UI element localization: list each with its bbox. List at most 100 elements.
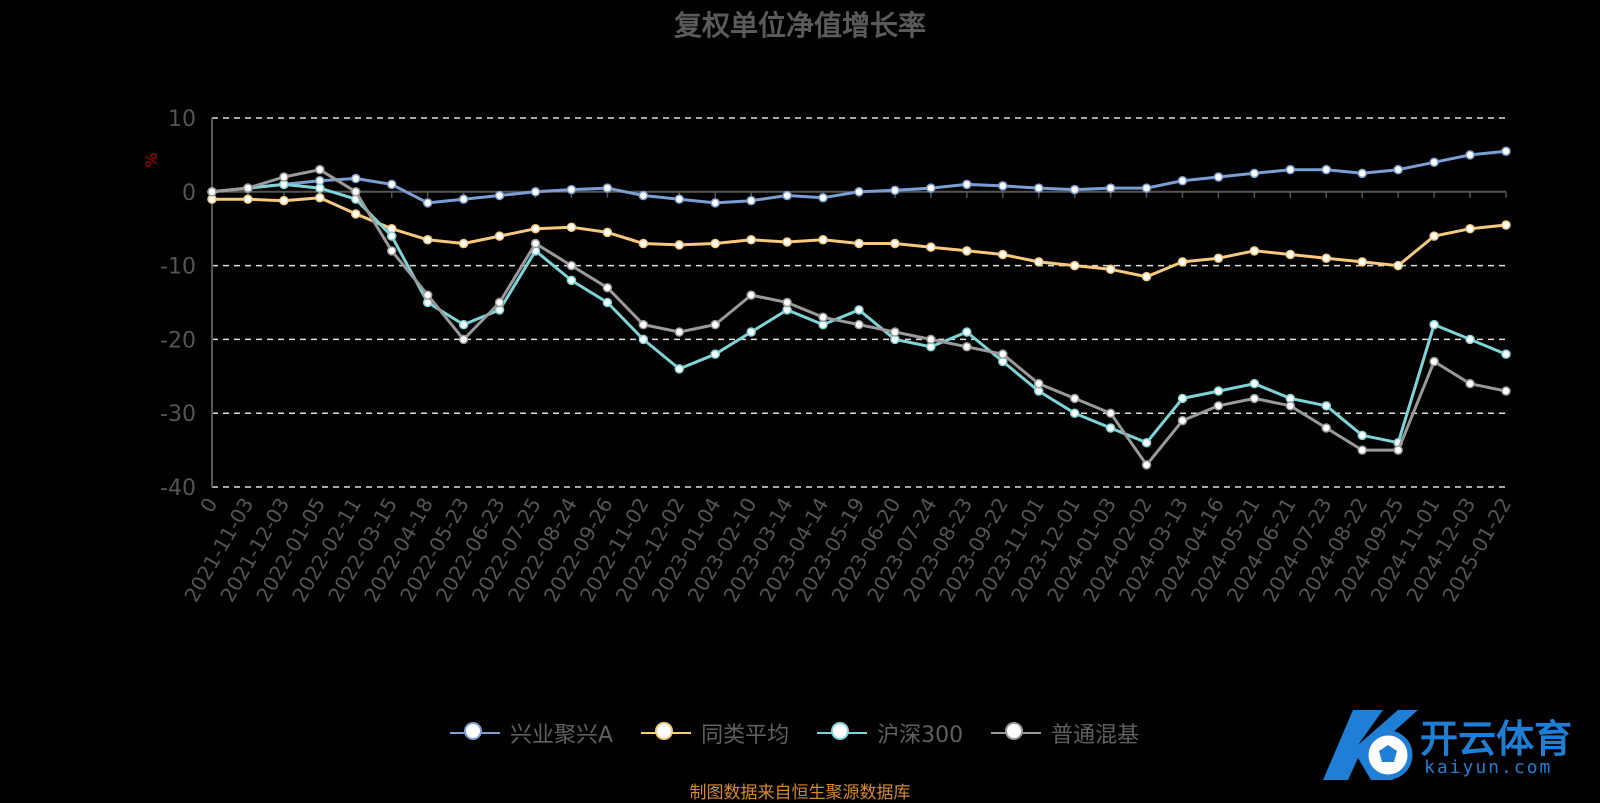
data-point xyxy=(422,198,433,208)
data-point xyxy=(998,181,1008,191)
data-point xyxy=(782,190,792,201)
data-point xyxy=(386,179,397,190)
data-point xyxy=(1033,378,1044,389)
data-point xyxy=(854,238,864,249)
kaiyun-logo-icon xyxy=(1323,710,1418,780)
data-point xyxy=(1357,430,1367,441)
data-point xyxy=(458,238,469,249)
data-point xyxy=(315,164,325,175)
watermark-domain: kaiyun.com xyxy=(1424,757,1553,778)
data-point xyxy=(1105,264,1116,275)
legend-item-xingye[interactable]: 兴业聚兴A xyxy=(450,717,613,749)
data-point xyxy=(422,235,433,245)
data-point xyxy=(315,192,325,203)
data-point xyxy=(710,349,720,359)
data-point xyxy=(458,319,469,330)
data-point xyxy=(207,187,217,197)
data-point xyxy=(494,231,505,241)
data-point xyxy=(1213,386,1224,396)
data-point xyxy=(818,192,828,203)
y-tick-label: 0 xyxy=(182,181,196,206)
data-point xyxy=(279,172,289,182)
data-point xyxy=(386,231,397,241)
data-point xyxy=(638,319,649,330)
data-point xyxy=(1465,334,1475,345)
data-point xyxy=(530,223,541,234)
data-point xyxy=(1177,393,1188,404)
legend-swatch-icon xyxy=(817,721,868,745)
data-point xyxy=(746,290,756,300)
data-point xyxy=(422,290,433,300)
y-tick-label: -20 xyxy=(160,328,196,353)
data-point xyxy=(602,297,613,308)
data-point xyxy=(494,190,505,201)
legend-label: 兴业聚兴A xyxy=(510,723,614,748)
data-point xyxy=(1321,423,1332,433)
data-point xyxy=(494,297,505,308)
data-point xyxy=(1465,378,1475,389)
data-point xyxy=(710,238,720,249)
legend-item-peer-average[interactable]: 同类平均 xyxy=(641,717,789,749)
data-point xyxy=(1465,150,1475,160)
data-point xyxy=(279,195,289,206)
data-point xyxy=(351,187,361,197)
data-point xyxy=(602,282,613,293)
data-point xyxy=(530,238,541,249)
data-point xyxy=(1105,408,1116,418)
data-point xyxy=(1069,184,1080,195)
data-point xyxy=(1501,220,1511,230)
data-point xyxy=(1429,231,1439,241)
data-point xyxy=(746,235,756,245)
legend-swatch-icon xyxy=(450,721,500,745)
data-point xyxy=(1321,253,1332,263)
data-point xyxy=(962,246,972,256)
legend-item-csi300[interactable]: 沪深300 xyxy=(817,717,963,749)
data-point xyxy=(530,187,541,197)
legend-item-mixed-fund[interactable]: 普通混基 xyxy=(991,717,1139,749)
data-point xyxy=(386,246,397,256)
data-point xyxy=(854,305,864,315)
data-point xyxy=(962,342,972,352)
data-point xyxy=(638,190,649,201)
data-point xyxy=(710,319,720,330)
data-point xyxy=(926,334,936,345)
data-point xyxy=(1465,223,1475,234)
data-point xyxy=(1393,164,1403,175)
watermark-brand: 开云体育 xyxy=(1420,717,1573,761)
data-point xyxy=(566,222,577,232)
data-point xyxy=(782,237,792,247)
data-point xyxy=(1033,183,1044,193)
data-point xyxy=(674,240,685,250)
data-point xyxy=(1213,253,1224,263)
data-point xyxy=(818,235,828,245)
data-point xyxy=(710,198,720,208)
data-point xyxy=(674,194,685,204)
data-point xyxy=(1177,257,1188,267)
y-tick-label: -40 xyxy=(160,476,196,501)
data-point xyxy=(1393,260,1403,271)
data-point xyxy=(638,238,649,249)
data-point xyxy=(1429,319,1439,330)
data-point xyxy=(602,183,613,193)
data-point xyxy=(1285,401,1296,411)
data-point xyxy=(926,183,936,193)
data-point xyxy=(1213,172,1224,182)
data-point xyxy=(1249,393,1260,404)
data-point xyxy=(1141,460,1152,470)
data-point xyxy=(351,173,361,184)
data-point xyxy=(1393,445,1403,455)
source-note: 制图数据来自恒生聚源数据库 xyxy=(689,783,911,803)
data-point xyxy=(746,327,756,337)
data-point xyxy=(1249,378,1260,389)
data-point xyxy=(1285,164,1296,175)
data-point xyxy=(1285,249,1296,260)
data-point xyxy=(1249,246,1260,256)
data-point xyxy=(1069,393,1080,404)
data-point xyxy=(998,249,1008,260)
data-point xyxy=(746,195,756,206)
data-point xyxy=(926,242,936,252)
data-point xyxy=(674,327,685,337)
data-point xyxy=(566,275,577,286)
x-tick-label: 0 xyxy=(195,494,222,517)
